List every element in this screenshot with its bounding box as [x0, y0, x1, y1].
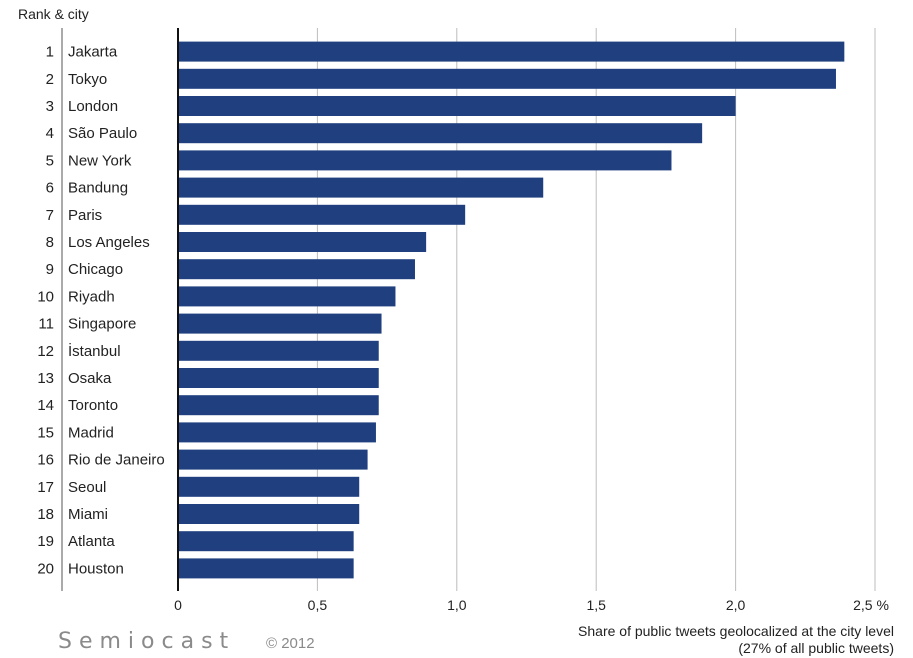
rank-label-9: 9	[46, 261, 54, 278]
bar-15	[178, 422, 376, 443]
city-label-2: Tokyo	[68, 71, 107, 88]
x-axis-label-line-2: (27% of all public tweets)	[738, 640, 894, 656]
city-label-18: Miami	[68, 506, 108, 523]
rank-label-19: 19	[37, 533, 54, 550]
rank-label-1: 1	[46, 44, 54, 61]
bar-10	[178, 286, 396, 307]
x-tick-label-1: 0,5	[308, 597, 328, 613]
x-axis-label-line-1: Share of public tweets geolocalized at t…	[578, 623, 894, 639]
rank-label-14: 14	[37, 397, 54, 414]
city-label-7: Paris	[68, 207, 102, 224]
rank-label-11: 11	[38, 316, 54, 333]
city-label-10: Riyadh	[68, 288, 115, 305]
bar-18	[178, 504, 360, 524]
city-label-8: Los Angeles	[68, 234, 150, 251]
bar-12	[178, 340, 379, 361]
x-tick-label-2: 1,0	[447, 597, 467, 613]
grid-lines	[316, 28, 876, 591]
city-label-6: Bandung	[68, 180, 128, 197]
city-label-9: Chicago	[68, 261, 123, 278]
city-label-20: Houston	[68, 560, 124, 577]
rank-city-header: Rank & city	[18, 6, 89, 22]
rank-label-7: 7	[46, 207, 54, 224]
semiocast-logo-text: Semiocast	[58, 629, 235, 654]
rank-label-6: 6	[46, 180, 54, 197]
bar-2	[178, 68, 836, 89]
bars	[178, 41, 845, 579]
bar-5	[178, 150, 672, 171]
bar-17	[178, 476, 360, 497]
rank-label-20: 20	[37, 560, 54, 577]
rank-label-12: 12	[37, 343, 54, 360]
bar-1	[178, 41, 845, 62]
rank-label-16: 16	[37, 452, 54, 469]
bar-6	[178, 177, 544, 198]
bar-7	[178, 204, 466, 225]
city-label-19: Atlanta	[68, 533, 115, 550]
city-label-16: Rio de Janeiro	[68, 452, 165, 469]
bar-3	[178, 96, 736, 116]
bar-8	[178, 232, 427, 252]
rank-label-3: 3	[46, 98, 54, 115]
bar-13	[178, 368, 379, 388]
city-label-17: Seoul	[68, 479, 106, 496]
city-label-5: New York	[68, 152, 132, 169]
city-label-13: Osaka	[68, 370, 112, 387]
city-label-4: São Paulo	[68, 125, 137, 142]
bar-14	[178, 395, 379, 416]
city-label-12: İstanbul	[68, 342, 121, 360]
rank-label-8: 8	[46, 234, 54, 251]
city-label-15: Madrid	[68, 424, 114, 441]
bar-16	[178, 449, 368, 470]
x-tick-label-0: 0	[174, 597, 182, 613]
bar-9	[178, 259, 415, 280]
city-label-11: Singapore	[68, 316, 136, 333]
rank-label-2: 2	[46, 71, 54, 88]
bar-4	[178, 123, 703, 144]
x-tick-labels: 0 0,5 1,0 1,5 2,0 2,5 %	[174, 597, 889, 613]
rank-label-18: 18	[37, 506, 54, 523]
x-tick-label-4: 2,0	[726, 597, 746, 613]
bar-11	[178, 313, 382, 334]
rank-label-5: 5	[46, 152, 54, 169]
bar-19	[178, 531, 354, 552]
x-tick-label-3: 1,5	[586, 597, 606, 613]
city-label-3: London	[68, 98, 118, 115]
rank-label-13: 13	[37, 370, 54, 387]
bar-20	[178, 558, 354, 579]
row-labels: 1 Jakarta 2 Tokyo 3 London 4 São Paulo 5 New York…	[37, 44, 164, 578]
rank-label-4: 4	[46, 125, 54, 142]
rank-label-15: 15	[37, 424, 54, 441]
city-label-14: Toronto	[68, 397, 118, 414]
city-label-1: Jakarta	[68, 44, 118, 61]
x-tick-label-5: 2,5 %	[853, 597, 889, 613]
rank-label-10: 10	[37, 288, 54, 305]
copyright-text: © 2012	[266, 635, 315, 652]
rank-label-17: 17	[37, 479, 54, 496]
